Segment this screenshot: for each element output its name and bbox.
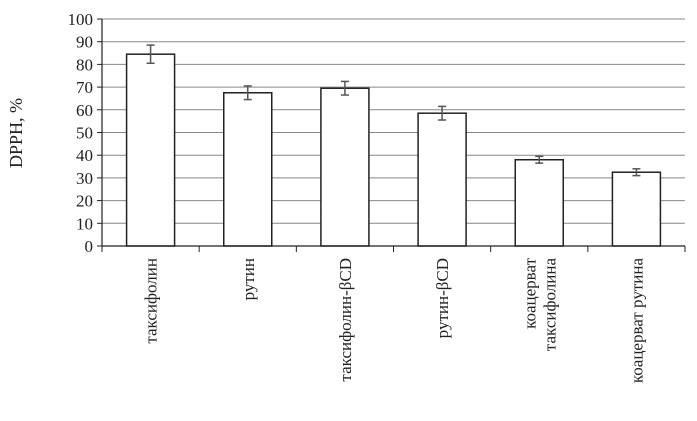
x-tick-label: таксифолин bbox=[142, 258, 161, 344]
y-axis-title: DPPH, % bbox=[6, 98, 26, 168]
y-tick-label: 10 bbox=[76, 214, 93, 233]
y-tick-label: 100 bbox=[68, 10, 94, 29]
x-tick-label: таксифолина bbox=[540, 258, 559, 352]
axes bbox=[97, 18, 686, 252]
y-tick-label: 60 bbox=[76, 101, 93, 120]
x-tick-label: коацерват bbox=[520, 257, 539, 328]
bars bbox=[125, 44, 662, 247]
grid-lines bbox=[102, 18, 685, 224]
y-tick-label: 0 bbox=[85, 237, 94, 256]
y-tick-label: 20 bbox=[76, 192, 93, 211]
bar bbox=[417, 112, 467, 247]
x-tick-label: коацерват рутина bbox=[627, 258, 646, 384]
y-tick-label: 50 bbox=[76, 124, 93, 143]
y-tick-label: 40 bbox=[76, 146, 93, 165]
y-tick-label: 70 bbox=[76, 78, 93, 97]
y-tick-label: 80 bbox=[76, 55, 93, 74]
bar bbox=[320, 87, 370, 247]
bar bbox=[223, 92, 273, 247]
x-tick-label: рутин bbox=[239, 258, 258, 300]
x-tick-labels: таксифолин рутин таксифолин-βCD рутин-βCD ко… bbox=[142, 257, 647, 383]
bar bbox=[611, 171, 662, 247]
y-tick-label: 30 bbox=[76, 169, 93, 188]
y-tick-label: 90 bbox=[76, 33, 93, 52]
bar bbox=[514, 158, 564, 247]
x-tick-label: таксифолин-βCD bbox=[336, 258, 355, 382]
y-tick-labels: 0 10 20 30 40 50 60 70 80 90 100 bbox=[68, 10, 94, 256]
bar bbox=[125, 53, 176, 247]
x-tick-label: рутин-βCD bbox=[433, 258, 452, 338]
